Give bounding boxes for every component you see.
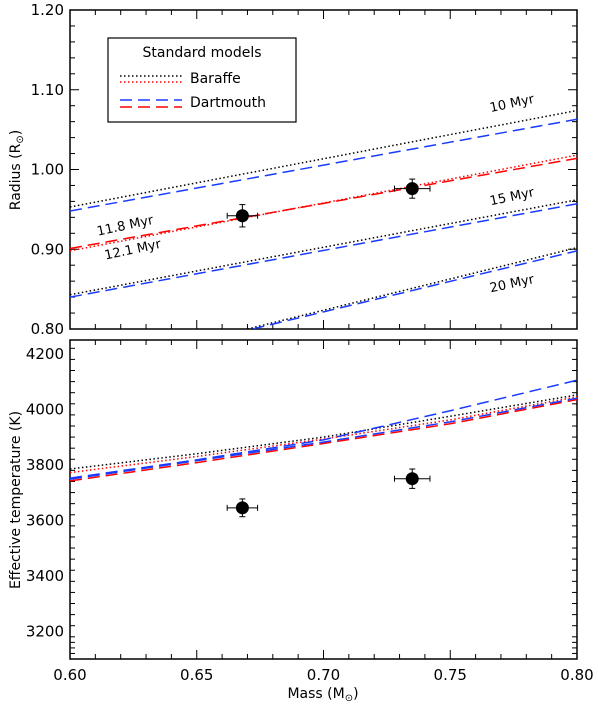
plot-frame <box>69 339 578 660</box>
legend-title: Standard models <box>142 45 261 61</box>
series-line <box>70 396 577 474</box>
y-tick-label: 1.10 <box>31 81 64 99</box>
curve-label: 20 Myr <box>489 272 537 296</box>
bottom-ylabel: Effective temperature (K) <box>8 411 24 589</box>
series-group <box>70 379 577 482</box>
series-line <box>70 379 577 479</box>
x-tick-label: 0.75 <box>434 666 467 684</box>
y-tick-label: 3800 <box>26 456 64 474</box>
series-line <box>70 397 577 480</box>
legend: Standard models Baraffe Dartmouth <box>107 37 297 123</box>
data-point <box>405 472 419 486</box>
y-tick-label: 3400 <box>26 567 64 585</box>
series-line <box>252 250 577 329</box>
y-tick-label: 3200 <box>26 622 64 640</box>
xlabel-main: Mass (M <box>287 686 344 702</box>
bottom-xlabel: Mass (M⊙) <box>287 686 358 704</box>
legend-dartmouth-label: Dartmouth <box>190 95 266 111</box>
series-line <box>70 157 577 250</box>
x-tick-label: 0.65 <box>180 666 213 684</box>
x-tick-label: 0.80 <box>560 666 593 684</box>
data-point <box>235 209 249 223</box>
y-tick-label: 1.00 <box>31 161 64 179</box>
xlabel-sub: ⊙ <box>345 693 353 704</box>
curve-label: 15 Myr <box>489 185 537 209</box>
legend-box <box>107 37 297 123</box>
y-tick-label: 4000 <box>26 400 64 418</box>
curve-label: 10 Myr <box>489 92 537 116</box>
x-tick-label: 0.60 <box>53 666 86 684</box>
top-ylabel-main: Radius (R <box>8 143 24 210</box>
legend-baraffe-label: Baraffe <box>190 71 241 87</box>
y-tick-label: 1.20 <box>31 1 64 19</box>
top-ylabel-sub: ⊙ <box>15 135 26 143</box>
temperature-panel: 0.60 0.65 0.70 0.75 0.80 3200 3400 3600 3800 4000… <box>26 339 594 684</box>
top-ylabel: Radius (R⊙) <box>8 130 26 210</box>
series-line <box>70 203 577 298</box>
series-line <box>70 118 577 212</box>
data-point <box>235 501 249 515</box>
y-tick-label: 0.90 <box>31 240 64 258</box>
series-line <box>247 246 577 329</box>
top-ylabel-close: ) <box>8 130 24 135</box>
series-line <box>70 398 577 482</box>
y-tick-label: 4200 <box>26 345 64 363</box>
y-tick-label: 0.80 <box>31 320 64 338</box>
data-point <box>405 182 419 196</box>
y-tick-label: 3600 <box>26 511 64 529</box>
xlabel-close: ) <box>353 686 358 702</box>
series-group <box>70 109 577 329</box>
x-tick-label: 0.70 <box>307 666 340 684</box>
series-line <box>70 394 577 470</box>
